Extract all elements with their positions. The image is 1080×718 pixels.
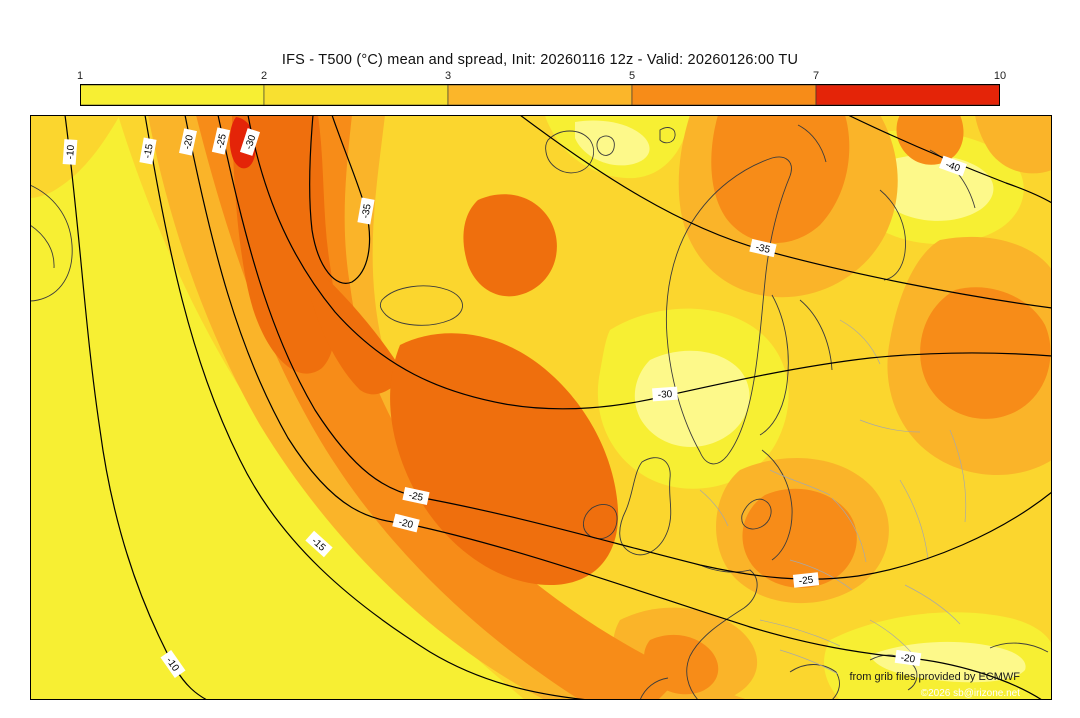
contour-line-minus30 [247, 115, 1052, 410]
spread-region-deep-orange [463, 194, 557, 297]
credit-source: from grib files provided by ECMWF [849, 671, 1020, 683]
colorbar-tick: 5 [628, 70, 636, 82]
spread-region-deep-orange [390, 333, 619, 585]
svg-text:-20: -20 [900, 653, 916, 666]
credit-copyright: ©2026 sb@irizone.net [921, 688, 1020, 699]
credits: from grib files provided by ECMWF ©2026 … [849, 671, 1020, 699]
contour-label: -20 [894, 649, 922, 667]
colorbar-tick: 1 [76, 70, 84, 82]
colorbar-tick: 10 [993, 70, 1007, 82]
contour-label: -25 [211, 127, 231, 155]
spread-region-deep-orange [310, 270, 405, 395]
contour-line-minus25 [217, 115, 1052, 580]
contour-label: -15 [139, 137, 157, 165]
colorbar-tick: 2 [260, 70, 268, 82]
contour-label: -25 [402, 487, 430, 505]
svg-text:-20: -20 [397, 517, 414, 531]
colorbar-frame [80, 84, 1000, 106]
svg-text:-15: -15 [142, 143, 155, 160]
contour-label: -35 [749, 238, 777, 258]
contour-label: -25 [792, 572, 820, 588]
svg-text:-20: -20 [182, 134, 196, 151]
svg-text:-30: -30 [243, 133, 258, 151]
svg-text:-25: -25 [215, 133, 229, 150]
colorbar-ticks: 1 2 3 5 7 10 [0, 70, 1080, 84]
svg-text:-35: -35 [360, 203, 373, 220]
spread-region-amber [975, 115, 1052, 174]
svg-text:-25: -25 [798, 575, 814, 587]
spread-fill-regions [30, 115, 1052, 700]
contour-label: -10 [62, 139, 78, 165]
contour-label: -30 [652, 386, 678, 402]
svg-text:-10: -10 [65, 144, 77, 160]
svg-text:-40: -40 [944, 159, 962, 174]
colorbar [80, 84, 1000, 106]
contour-label: -20 [392, 513, 420, 533]
svg-text:-30: -30 [657, 389, 673, 401]
contour-label: -30 [239, 128, 261, 156]
contour-line-minus40 [847, 115, 1052, 204]
contour-label: -35 [357, 197, 375, 225]
country-borders [699, 319, 967, 675]
spread-region-pale-core [634, 350, 750, 447]
contour-label: -20 [179, 128, 197, 156]
contour-labels: -10 -15 -20 -25 -30 -35 -30 -35 -40 -25 … [62, 127, 967, 678]
colorbar-tick: 7 [812, 70, 820, 82]
svg-text:-25: -25 [408, 490, 425, 504]
contour-label: -40 [939, 155, 967, 177]
svg-text:-35: -35 [754, 242, 771, 256]
colorbar-tick: 3 [444, 70, 452, 82]
spread-region-orange [896, 115, 964, 165]
page-title: IFS - T500 (°C) mean and spread, Init: 2… [281, 52, 799, 68]
contour-line-minus35-west [309, 115, 371, 284]
contour-line-minus15 [144, 115, 589, 700]
map-frame [30, 115, 1052, 700]
spread-region-orange [711, 115, 850, 244]
